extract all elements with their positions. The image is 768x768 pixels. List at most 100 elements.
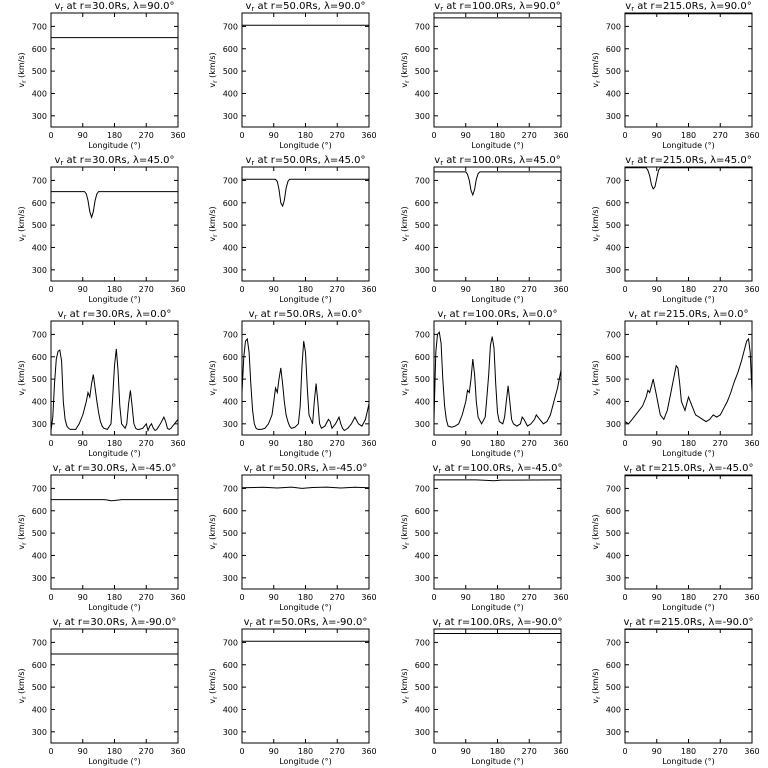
plot-frame <box>624 166 753 282</box>
ylabel-v: v <box>208 237 217 242</box>
ylabel-sub-r: r <box>212 388 219 391</box>
x-tick-label: 270 <box>139 593 154 602</box>
title-sub-r: r <box>634 313 637 321</box>
y-axis-label: vr (km/s) <box>591 514 602 549</box>
title-text: at r=100.0Rs, λ=90.0° <box>443 1 561 12</box>
plot-frame <box>241 320 370 436</box>
y-tick-label: 400 <box>32 705 47 714</box>
title-sub-r: r <box>440 5 443 13</box>
y-tick-label: 500 <box>32 375 47 384</box>
x-tick-label: 360 <box>170 593 185 602</box>
x-axis-label: Longitude (°) <box>279 449 332 458</box>
title-v: v <box>54 155 60 166</box>
x-tick-label: 360 <box>361 593 376 602</box>
plot-title: vr at r=215.0Rs, λ=45.0° <box>625 155 751 167</box>
y-tick-label: 300 <box>415 728 430 737</box>
ylabel-sub-r: r <box>595 696 602 699</box>
x-tick-label: 180 <box>107 439 122 448</box>
y-tick-label: 400 <box>415 89 430 98</box>
ylabel-unit: (km/s) <box>591 52 600 80</box>
series-line <box>624 337 753 425</box>
y-tick-label: 600 <box>606 507 621 516</box>
ylabel-unit: (km/s) <box>591 668 600 696</box>
x-tick-label: 0 <box>622 285 627 294</box>
y-tick-label: 600 <box>606 199 621 208</box>
x-tick-label: 270 <box>522 593 537 602</box>
y-tick-label: 700 <box>223 176 238 185</box>
y-tick-label: 500 <box>223 67 238 76</box>
y-tick-label: 600 <box>32 45 47 54</box>
series-line <box>433 331 562 428</box>
ylabel-sub-r: r <box>212 542 219 545</box>
ylabel-sub-r: r <box>404 388 411 391</box>
x-tick-label: 180 <box>681 285 696 294</box>
y-tick-label: 300 <box>606 728 621 737</box>
title-v: v <box>245 1 251 12</box>
plot-title: vr at r=30.0Rs, λ=-45.0° <box>53 463 177 475</box>
plot-title: vr at r=50.0Rs, λ=90.0° <box>245 1 365 13</box>
x-tick-label: 270 <box>330 439 345 448</box>
plot-title: vr at r=50.0Rs, λ=45.0° <box>245 155 365 167</box>
ylabel-sub-r: r <box>21 542 28 545</box>
x-tick-label: 90 <box>269 593 279 602</box>
y-axis-label: vr (km/s) <box>208 360 219 395</box>
x-tick-label: 270 <box>139 439 154 448</box>
ylabel-unit: (km/s) <box>400 52 409 80</box>
x-axis-label: Longitude (°) <box>88 141 141 150</box>
x-tick-label: 270 <box>139 747 154 756</box>
y-tick-label: 400 <box>415 705 430 714</box>
title-text: at r=100.0Rs, λ=0.0° <box>446 309 557 320</box>
y-tick-label: 600 <box>606 353 621 362</box>
y-tick-label: 300 <box>606 420 621 429</box>
title-text: at r=215.0Rs, λ=90.0° <box>634 1 752 12</box>
ylabel-sub-r: r <box>404 696 411 699</box>
y-tick-label: 500 <box>415 67 430 76</box>
x-tick-label: 180 <box>298 131 313 140</box>
y-tick-label: 600 <box>415 507 430 516</box>
y-axis-label: vr (km/s) <box>208 668 219 703</box>
x-tick-label: 360 <box>553 593 568 602</box>
x-tick-label: 180 <box>298 285 313 294</box>
x-tick-label: 0 <box>48 439 53 448</box>
y-tick-label: 700 <box>32 484 47 493</box>
series-line <box>241 337 370 432</box>
y-tick-label: 700 <box>223 484 238 493</box>
x-axis-label: Longitude (°) <box>662 295 715 304</box>
title-text: at r=100.0Rs, λ=-45.0° <box>441 463 562 474</box>
series-line <box>434 171 561 197</box>
series-line <box>625 167 752 190</box>
x-tick-label: 360 <box>170 747 185 756</box>
title-sub-r: r <box>438 467 441 475</box>
x-tick-label: 90 <box>78 285 88 294</box>
y-axis-label: vr (km/s) <box>17 52 28 87</box>
ylabel-sub-r: r <box>212 234 219 237</box>
y-tick-label: 400 <box>606 89 621 98</box>
series-line <box>51 191 178 219</box>
ylabel-v: v <box>17 237 26 242</box>
ylabel-v: v <box>591 83 600 88</box>
subplot: vr at r=100.0Rs, λ=45.0°0 90 180 270 3603004… <box>400 155 569 304</box>
title-v: v <box>53 463 59 474</box>
x-tick-label: 180 <box>107 593 122 602</box>
y-axis-label: vr (km/s) <box>591 668 602 703</box>
y-tick-label: 400 <box>32 89 47 98</box>
plot-title: vr at r=215.0Rs, λ=-90.0° <box>623 617 753 629</box>
title-v: v <box>434 1 440 12</box>
title-sub-r: r <box>250 467 253 475</box>
y-tick-label: 500 <box>606 529 621 538</box>
title-text: at r=30.0Rs, λ=90.0° <box>63 1 174 12</box>
x-tick-label: 0 <box>431 747 436 756</box>
ylabel-unit: (km/s) <box>17 360 26 388</box>
plot-title: vr at r=100.0Rs, λ=45.0° <box>434 155 560 167</box>
y-tick-label: 400 <box>415 243 430 252</box>
y-tick-label: 300 <box>415 420 430 429</box>
x-tick-label: 90 <box>652 747 662 756</box>
ylabel-sub-r: r <box>21 80 28 83</box>
x-axis-label: Longitude (°) <box>662 757 715 766</box>
x-tick-label: 180 <box>490 439 505 448</box>
y-tick-label: 700 <box>32 176 47 185</box>
y-tick-label: 700 <box>415 330 430 339</box>
ylabel-v: v <box>591 699 600 704</box>
x-tick-label: 270 <box>522 285 537 294</box>
plot-frame <box>433 166 562 282</box>
